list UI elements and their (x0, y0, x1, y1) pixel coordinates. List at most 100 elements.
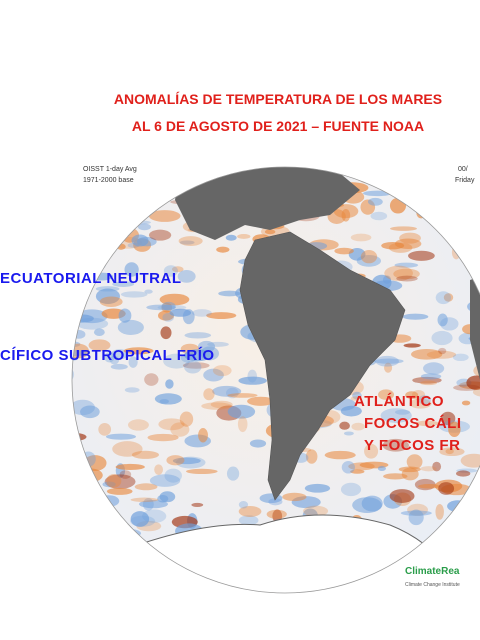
anomaly-patch (341, 209, 351, 222)
anomaly-patch (112, 205, 139, 218)
anomaly-patch (142, 509, 167, 523)
anomaly-patch (182, 362, 210, 369)
anomaly-patch (177, 270, 196, 283)
anomaly-patch (237, 416, 248, 433)
anomaly-patch (351, 422, 365, 431)
anomaly-patch (124, 262, 139, 277)
anomaly-patch (97, 495, 120, 507)
anomaly-patch (197, 340, 216, 353)
anomaly-patch (79, 563, 97, 569)
anomaly-patch (350, 233, 372, 242)
anomaly-patch (447, 500, 468, 513)
anomaly-patch (162, 312, 174, 322)
anomaly-patch (370, 211, 388, 221)
anomaly-patch (106, 193, 127, 201)
anomaly-patch (72, 329, 86, 339)
anomaly-patch (164, 468, 182, 483)
anomaly-patch (72, 368, 75, 381)
anomaly-patch (384, 265, 413, 281)
anomaly-patch (458, 217, 471, 230)
anomaly-patch (163, 265, 178, 277)
anomaly-patch (130, 183, 162, 190)
anomaly-patch (165, 379, 174, 389)
anomaly-patch (438, 482, 455, 495)
anomaly-patch (203, 368, 224, 382)
anomaly-patch (468, 227, 480, 232)
anomaly-patch (429, 167, 442, 176)
anomaly-patch (431, 330, 453, 346)
logo-subtitle: Climate Change Institute (405, 582, 460, 588)
anomaly-patch (166, 455, 185, 466)
anomaly-patch (144, 373, 159, 386)
anomaly-patch (389, 489, 415, 503)
anomaly-patch (104, 352, 115, 363)
anomaly-patch (115, 463, 145, 470)
anomaly-patch (104, 568, 125, 575)
anomaly-patch (456, 470, 471, 477)
anomaly-patch (184, 360, 202, 374)
anomaly-patch (145, 561, 164, 572)
anomaly-patch (430, 199, 457, 211)
anomaly-patch (72, 168, 81, 174)
anomaly-patch (76, 557, 96, 569)
anomaly-patch (411, 348, 443, 360)
anomaly-patch (179, 411, 194, 427)
anomaly-patch (137, 223, 151, 231)
anomaly-patch (150, 580, 168, 593)
anomaly-patch (384, 362, 393, 373)
anomaly-patch (358, 172, 388, 185)
anomaly-patch (136, 236, 157, 247)
anomaly-patch (201, 402, 232, 410)
anomaly-patch (380, 408, 412, 423)
anomaly-patch (426, 350, 457, 359)
anomaly-patch (460, 453, 480, 468)
anomaly-patch (203, 388, 215, 401)
info-left-2: 1971-2000 base (83, 177, 134, 184)
anomaly-patch (339, 421, 350, 430)
anomaly-patch (374, 581, 399, 589)
anomaly-patch (212, 365, 232, 377)
anomaly-patch (124, 387, 140, 393)
anomaly-patch (396, 275, 418, 282)
anomaly-patch (88, 248, 101, 255)
anomaly-patch (268, 498, 283, 506)
anomaly-patch (350, 587, 369, 593)
anomaly-patch (148, 210, 181, 222)
label-atlantic-2: FOCOS CÁLI (364, 415, 462, 432)
anomaly-patch (395, 409, 411, 415)
anomaly-patch (365, 579, 381, 584)
anomaly-patch (212, 385, 242, 397)
anomaly-patch (210, 400, 233, 409)
anomaly-patch (77, 476, 88, 482)
anomaly-patch (238, 376, 267, 385)
land-north-america (175, 167, 360, 240)
anomaly-patch (343, 431, 354, 436)
anomaly-patch (134, 195, 162, 207)
anomaly-patch (408, 250, 435, 261)
anomaly-patch (463, 550, 480, 556)
anomaly-patch (111, 349, 129, 360)
anomaly-patch (247, 396, 274, 406)
anomaly-patch (131, 450, 159, 459)
anomaly-patch (452, 353, 469, 362)
anomaly-patch (435, 503, 444, 520)
anomaly-patch (207, 341, 229, 347)
anomaly-patch (97, 224, 114, 230)
anomaly-patch (160, 326, 172, 340)
info-right-1: 00/ (458, 166, 468, 173)
title-line2: AL 6 DE AGOSTO DE 2021 – FUENTE NOAA (132, 118, 424, 134)
anomaly-patch (420, 373, 442, 380)
anomaly-patch (227, 404, 256, 419)
anomaly-patch (134, 483, 158, 491)
anomaly-patch (120, 291, 148, 298)
anomaly-patch (88, 339, 111, 352)
anomaly-patch (469, 265, 480, 273)
anomaly-patch (408, 509, 424, 526)
anomaly-patch (439, 447, 465, 457)
label-subtropical: CÍFICO SUBTROPICAL FRÍO (0, 347, 215, 364)
anomaly-patch (249, 439, 267, 448)
anomaly-patch (110, 363, 128, 370)
anomaly-patch (148, 229, 172, 241)
label-equatorial: ECUATORIAL NEUTRAL (0, 270, 182, 287)
